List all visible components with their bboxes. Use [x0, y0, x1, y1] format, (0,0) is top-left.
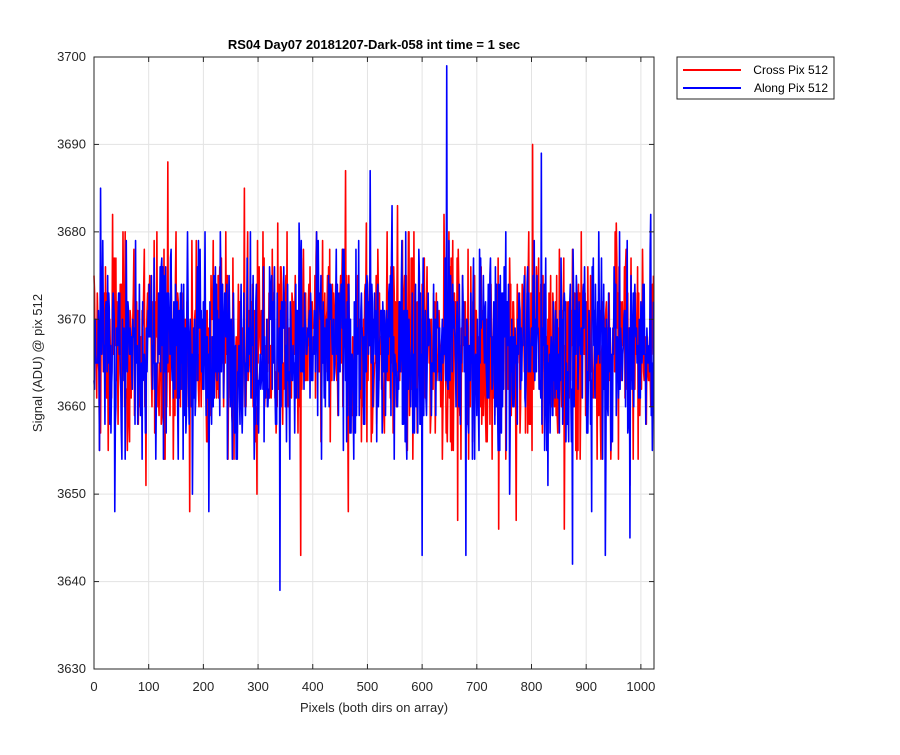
- y-tick-label: 3680: [57, 224, 86, 239]
- y-tick-label: 3690: [57, 136, 86, 151]
- x-tick-label: 200: [193, 679, 215, 694]
- x-tick-label: 500: [357, 679, 379, 694]
- y-tick-label: 3640: [57, 574, 86, 589]
- legend-box: [676, 56, 835, 100]
- legend-label-along: Along Pix 512: [754, 81, 828, 95]
- y-tick-label: 3630: [57, 661, 86, 676]
- plot-frame: [93, 56, 655, 670]
- x-tick-label: 400: [302, 679, 324, 694]
- series-layer: [93, 64, 655, 592]
- x-tick-label: 0: [90, 679, 97, 694]
- x-tick-label: 700: [466, 679, 488, 694]
- x-tick-label: 800: [521, 679, 543, 694]
- y-tick-label: 3660: [57, 399, 86, 414]
- legend-label-cross: Cross Pix 512: [753, 63, 828, 77]
- y-tick-label: 3650: [57, 486, 86, 501]
- x-tick-label: 100: [138, 679, 160, 694]
- x-axis-label: Pixels (both dirs on array): [300, 700, 448, 715]
- y-tick-label: 3670: [57, 311, 86, 326]
- x-tick-label: 1000: [626, 679, 655, 694]
- y-tick-label: 3700: [57, 49, 86, 64]
- chart-title: RS04 Day07 20181207-Dark-058 int time = …: [228, 37, 520, 52]
- axis-ticks: 0 100 200 300 400 500 600 700 800 900 1000 3630 3640…: [57, 49, 655, 694]
- series-line-along-pix-512: [93, 64, 655, 592]
- x-tick-label: 900: [575, 679, 597, 694]
- y-axis-label: Signal (ADU) @ pix 512: [30, 294, 45, 432]
- legend[interactable]: Cross Pix 512 Along Pix 512: [676, 56, 835, 100]
- x-tick-label: 600: [411, 679, 433, 694]
- x-tick-label: 300: [247, 679, 269, 694]
